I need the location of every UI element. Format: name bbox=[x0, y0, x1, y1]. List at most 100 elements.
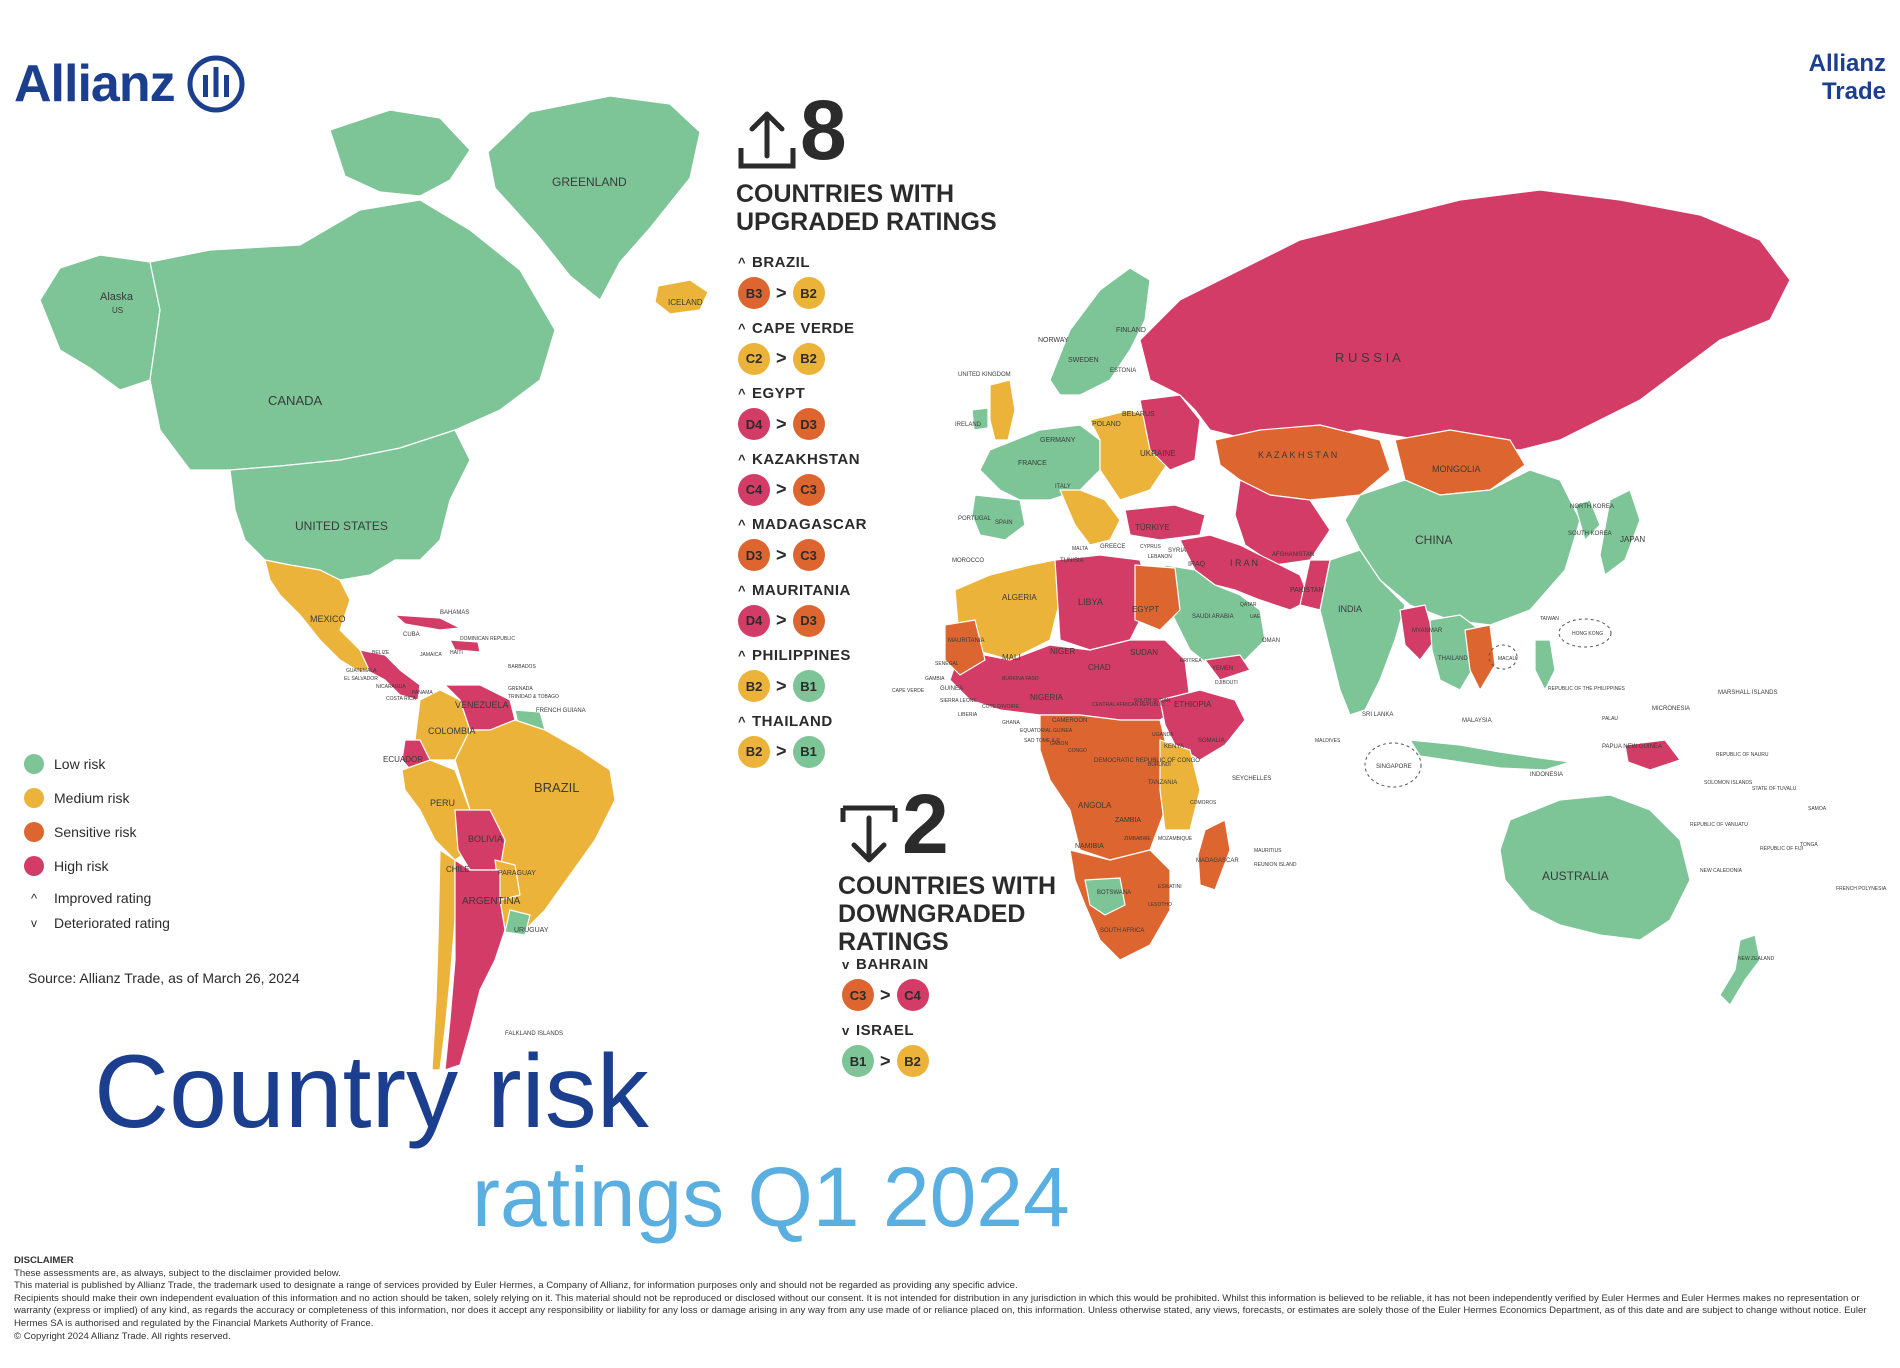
disclaimer-line1: These assessments are, as always, subjec… bbox=[14, 1267, 341, 1279]
zoom-circle-singapore bbox=[1364, 742, 1422, 788]
rating-change-item: ^ BRAZIL B3 > B2 bbox=[738, 254, 978, 309]
label-oman: OMAN bbox=[1262, 638, 1280, 644]
label-palau: PALAU bbox=[1602, 716, 1618, 722]
region-mauritania bbox=[944, 619, 986, 676]
caret-up-icon: ^ bbox=[738, 255, 747, 270]
label-congo: CONGO bbox=[1068, 748, 1087, 754]
legend-deteriorated-label: Deteriorated rating bbox=[54, 915, 170, 931]
region-iberia bbox=[971, 494, 1026, 541]
label-cameroon: CAMEROON bbox=[1052, 718, 1087, 724]
rating-to-badge: B2 bbox=[792, 342, 825, 375]
rating-change-country: ^ KAZAKHSTAN bbox=[738, 451, 978, 468]
rating-change-item: ^ PHILIPPINES B2 > B1 bbox=[738, 647, 978, 702]
region-usa bbox=[229, 429, 471, 581]
label-russia: R U S S I A bbox=[1335, 350, 1401, 365]
label-panama: PANAMA bbox=[412, 690, 433, 696]
label-uae: UAE bbox=[1250, 614, 1261, 620]
label-car: CENTRAL AFRICAN REPUBLIC bbox=[1092, 702, 1165, 708]
country-name: BAHRAIN bbox=[856, 956, 929, 973]
legend-medium-swatch bbox=[24, 788, 44, 808]
disclaimer: DISCLAIMER These assessments are, as alw… bbox=[14, 1255, 1874, 1343]
label-mauritius: MAURITIUS bbox=[1254, 848, 1282, 854]
arrow-greater-icon: > bbox=[776, 741, 787, 761]
label-australia: AUSTRALIA bbox=[1542, 869, 1609, 883]
region-indonesia bbox=[1409, 739, 1571, 771]
caret-up-icon: ^ bbox=[738, 320, 747, 336]
caret-up-icon: ^ bbox=[738, 582, 747, 598]
label-kenya: KENYA bbox=[1164, 744, 1184, 750]
label-turkiye: TÜRKIYE bbox=[1135, 523, 1170, 532]
label-saudi-arabia: SAUDI ARABIA bbox=[1192, 614, 1234, 620]
rating-change-item: ^ CAPE VERDE C2 > B2 bbox=[738, 320, 978, 375]
region-yemen bbox=[1204, 654, 1251, 681]
region-ireland bbox=[971, 407, 989, 431]
caret-up-icon: ^ bbox=[738, 451, 747, 467]
label-brazil: BRAZIL bbox=[534, 780, 580, 795]
arrow-greater-icon: > bbox=[880, 1050, 891, 1071]
label-bahamas: BAHAMAS bbox=[440, 610, 469, 616]
label-us-small: US bbox=[112, 306, 123, 315]
rating-from-badge: D4 bbox=[738, 408, 770, 440]
label-jamaica: JAMAICA bbox=[420, 652, 442, 658]
label-guyana: FRENCH GUIANA bbox=[536, 708, 586, 714]
label-burundi: BURUNDI bbox=[1148, 762, 1171, 768]
arrow-greater-icon: > bbox=[776, 610, 787, 630]
label-macau: MACAU bbox=[1498, 656, 1516, 662]
label-zimbabwe: ZIMBABWE bbox=[1124, 836, 1151, 842]
label-iceland: ICELAND bbox=[668, 298, 703, 307]
legend-high-swatch bbox=[24, 856, 44, 876]
label-italy: ITALY bbox=[1055, 484, 1071, 490]
label-djibouti: DJIBOUTI bbox=[1215, 680, 1238, 686]
zoom-circle-macau bbox=[1488, 644, 1518, 670]
caret-down-icon: v bbox=[842, 957, 850, 972]
label-new-zealand: NEW ZEALAND bbox=[1738, 956, 1775, 962]
rating-to-badge: B1 bbox=[792, 735, 825, 768]
label-myanmar: MYANMAR bbox=[1412, 628, 1443, 634]
label-ghana: GHANA bbox=[1002, 720, 1020, 726]
region-central-america bbox=[359, 649, 421, 701]
label-iraq: IRAQ bbox=[1188, 561, 1206, 568]
label-trinidad: TRINIDAD & TOBAGO bbox=[508, 694, 559, 700]
rating-to-badge: C4 bbox=[896, 979, 929, 1011]
country-name: CAPE VERDE bbox=[752, 319, 855, 337]
label-afghanistan: AFGHANISTAN bbox=[1272, 552, 1314, 558]
label-french-polynesia: FRENCH POLYNESIA bbox=[1836, 886, 1887, 892]
label-sierra-leone: SIERRA LEONE bbox=[940, 698, 977, 704]
country-name: EGYPT bbox=[752, 385, 806, 402]
label-venezuela: VENEZUELA bbox=[455, 700, 509, 710]
label-ethiopia: ETHIOPIA bbox=[1174, 700, 1212, 709]
label-egypt: EGYPT bbox=[1132, 605, 1159, 614]
label-mongolia: MONGOLIA bbox=[1432, 464, 1481, 474]
arrow-greater-icon: > bbox=[776, 544, 787, 565]
rating-from-badge: B1 bbox=[842, 1045, 874, 1077]
download-arrow-icon bbox=[838, 802, 900, 866]
label-new-caledonia: NEW CALEDONIA bbox=[1700, 868, 1743, 874]
region-canada bbox=[149, 199, 556, 471]
legend-sensitive-label: Sensitive risk bbox=[54, 824, 137, 840]
label-bolivia: BOLIVIA bbox=[468, 834, 503, 844]
legend-low-label: Low risk bbox=[54, 756, 106, 772]
label-guinea: GUINEA bbox=[940, 686, 963, 692]
downgraded-count: 2 bbox=[902, 777, 949, 871]
rating-change-item: ^ EGYPT D4 > D3 bbox=[738, 385, 978, 440]
label-haiti: HAITI bbox=[450, 650, 463, 656]
arrow-greater-icon: > bbox=[776, 413, 787, 434]
label-malta: MALTA bbox=[1072, 546, 1089, 552]
label-france: FRANCE bbox=[1018, 460, 1047, 467]
label-algeria: ALGERIA bbox=[1002, 593, 1037, 602]
region-vietnam-laos bbox=[1464, 624, 1496, 691]
legend-medium-label: Medium risk bbox=[54, 790, 130, 806]
rating-change-row: D4 > D3 bbox=[738, 408, 978, 440]
label-portugal: PORTUGAL bbox=[958, 516, 992, 522]
label-argentina: ARGENTINA bbox=[462, 896, 521, 907]
label-germany: GERMANY bbox=[1040, 437, 1076, 444]
rating-to-badge: D3 bbox=[792, 408, 825, 440]
label-iran: I R A N bbox=[1230, 558, 1258, 568]
region-cuba bbox=[394, 614, 461, 631]
label-grenada: GRENADA bbox=[508, 686, 533, 692]
rating-change-item: ^ KAZAKHSTAN C4 > C3 bbox=[738, 451, 978, 506]
disclaimer-line3: Recipients should make their own indepen… bbox=[14, 1292, 1867, 1329]
label-maldives: MALDIVES bbox=[1315, 738, 1341, 744]
allianz-eagle-icon bbox=[187, 55, 245, 113]
label-mauritania: MAURITANIA bbox=[948, 638, 985, 644]
